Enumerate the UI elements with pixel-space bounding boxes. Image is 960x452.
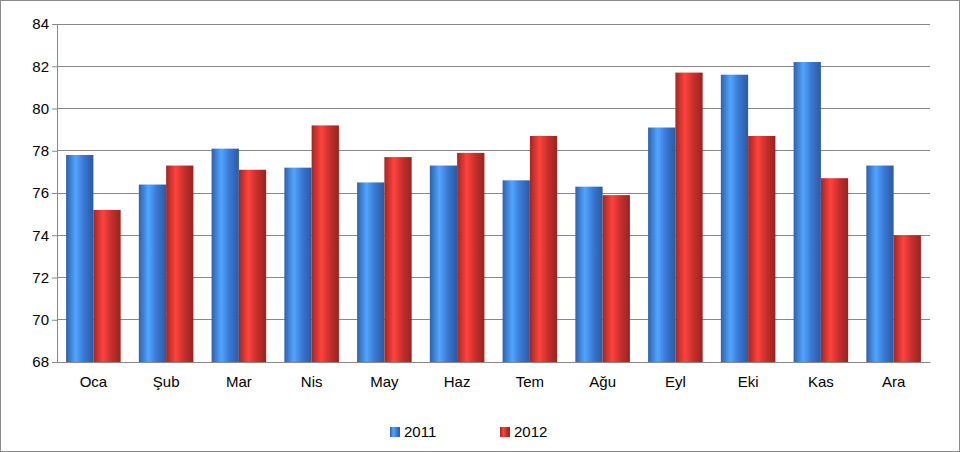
x-tick: May <box>370 362 399 390</box>
legend-item: 2012 <box>500 423 547 440</box>
y-tick: 78 <box>32 142 57 159</box>
bars <box>66 62 921 362</box>
y-tick: 82 <box>32 58 57 75</box>
bar <box>675 73 702 362</box>
y-tick: 68 <box>32 353 57 370</box>
x-tick: Nis <box>301 362 323 390</box>
bar <box>139 185 166 362</box>
bar <box>457 153 484 362</box>
x-tick: Şub <box>153 362 180 390</box>
x-tick-label: Haz <box>444 373 471 390</box>
bar <box>239 170 266 362</box>
y-tick-mark <box>52 362 57 363</box>
y-tick-mark <box>52 278 57 279</box>
bar <box>312 125 339 362</box>
y-tick-mark <box>52 320 57 321</box>
y-tick-label: 80 <box>32 100 49 117</box>
x-tick: Tem <box>516 362 544 390</box>
x-tick-label: Ağu <box>589 373 616 390</box>
bar <box>894 235 921 362</box>
y-tick: 70 <box>32 311 57 328</box>
y-tick-label: 78 <box>32 142 49 159</box>
x-tick-label: Tem <box>516 373 544 390</box>
x-tick-label: Nis <box>301 373 323 390</box>
x-tick: Kas <box>808 362 834 390</box>
y-tick-mark <box>52 66 57 67</box>
y-tick-label: 70 <box>32 311 49 328</box>
y-axis: 68 70 72 74 76 78 80 82 84 <box>32 15 57 370</box>
y-tick-mark <box>52 24 57 25</box>
bar <box>166 166 193 362</box>
x-tick: Ağu <box>589 362 616 390</box>
bar <box>530 136 557 362</box>
legend-label: 2012 <box>514 423 547 440</box>
y-tick: 84 <box>32 15 57 32</box>
y-tick-label: 84 <box>32 15 49 32</box>
plot-area: 68 70 72 74 76 78 80 82 84 Oca Şub Mar Nis May Haz Tem A… <box>32 15 930 389</box>
y-tick-mark <box>52 109 57 110</box>
bar <box>603 195 630 362</box>
x-tick-label: Mar <box>226 373 252 390</box>
bar <box>821 178 848 362</box>
x-tick: Mar <box>226 362 252 390</box>
y-tick-mark <box>52 193 57 194</box>
x-tick-label: Eyl <box>665 373 686 390</box>
x-tick: Eki <box>738 362 759 390</box>
y-tick-mark <box>52 235 57 236</box>
x-tick-label: Oca <box>80 373 108 390</box>
bar <box>721 75 748 362</box>
x-tick: Ara <box>882 362 906 390</box>
bar <box>66 155 93 362</box>
grid <box>57 24 930 362</box>
bar <box>384 157 411 362</box>
x-tick-label: Ara <box>882 373 906 390</box>
y-tick: 74 <box>32 227 57 244</box>
x-axis: Oca Şub Mar Nis May Haz Tem Ağu Eyl Eki Kas Ara <box>58 362 931 390</box>
y-tick: 80 <box>32 100 57 117</box>
y-tick-label: 82 <box>32 58 49 75</box>
chart: 68 70 72 74 76 78 80 82 84 Oca Şub Mar Nis May Haz Tem A… <box>0 0 960 452</box>
y-tick-label: 72 <box>32 269 49 286</box>
x-tick-label: Eki <box>738 373 759 390</box>
x-axis-line <box>58 362 931 363</box>
bar <box>430 166 457 362</box>
x-tick-label: Şub <box>153 373 180 390</box>
bar <box>357 182 384 362</box>
x-tick: Eyl <box>665 362 686 390</box>
bar <box>648 128 675 362</box>
y-tick: 76 <box>32 184 57 201</box>
legend-swatch <box>390 427 400 437</box>
x-tick-label: May <box>370 373 399 390</box>
legend-label: 2011 <box>404 423 436 440</box>
y-axis-line <box>57 25 58 363</box>
legend-item: 2011 <box>390 423 436 440</box>
y-tick-label: 68 <box>32 353 49 370</box>
bar <box>503 180 530 362</box>
legend-swatch <box>500 427 510 437</box>
legend: 2011 2012 <box>390 423 547 440</box>
y-tick-label: 76 <box>32 184 49 201</box>
bar <box>212 149 239 362</box>
bar <box>748 136 775 362</box>
y-tick-mark <box>52 151 57 152</box>
grid-line <box>57 24 930 25</box>
x-tick: Haz <box>444 362 471 390</box>
y-tick: 72 <box>32 269 57 286</box>
x-tick: Oca <box>80 362 108 390</box>
bar <box>866 166 893 362</box>
y-tick-label: 74 <box>32 227 49 244</box>
chart-frame <box>1 1 960 452</box>
bar <box>93 210 120 362</box>
x-tick-label: Kas <box>808 373 834 390</box>
bar <box>284 168 311 362</box>
bar <box>575 187 602 362</box>
bar <box>794 62 821 362</box>
